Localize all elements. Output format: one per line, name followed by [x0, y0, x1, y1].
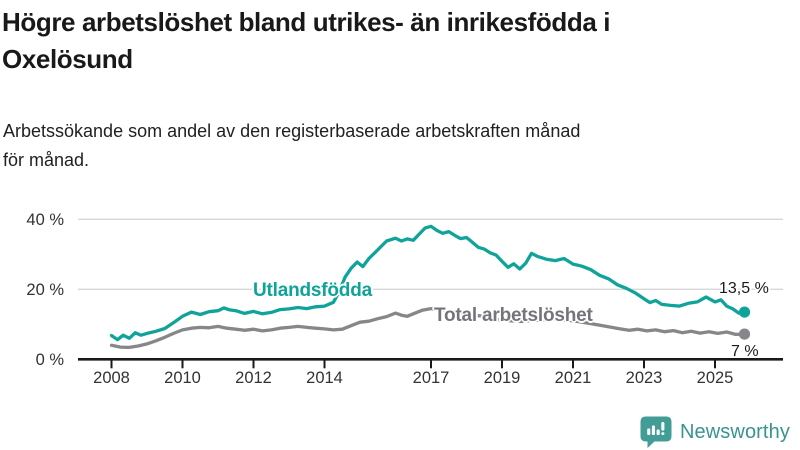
newsworthy-wordmark[interactable]: Newsworthy	[680, 420, 790, 443]
page-title: Högre arbetslöshet bland utrikes- än inr…	[2, 4, 798, 78]
y-axis-label-40: 40 %	[26, 211, 64, 229]
newsworthy-branding[interactable]: Newsworthy	[639, 415, 790, 449]
y-axis-label-0: 0 %	[36, 351, 65, 369]
series-label-total-arbetsloshet: Total arbetslöshet	[434, 305, 593, 326]
series-line-total-arbetsloshet	[109, 306, 747, 350]
chart-subtitle-line2: för månad.	[3, 150, 90, 170]
x-axis-label-2019: 2019	[484, 369, 521, 387]
end-dot-total-arbetsloshet	[738, 328, 751, 340]
x-axis-label-2017: 2017	[413, 369, 450, 387]
chart-subtitle-line1: Arbetssökande som andel av den registerb…	[3, 121, 581, 141]
y-axis-label-20: 20 %	[26, 281, 64, 299]
end-value-label-utlandsfodda: 13,5 %	[719, 280, 769, 297]
series-line-utlandsfodda	[109, 224, 747, 342]
page-title-line2: Oxelösund	[2, 44, 133, 74]
x-axis-label-2014: 2014	[306, 369, 343, 387]
end-value-label-total-arbetsloshet: 7 %	[731, 343, 759, 360]
page-title-line1: Högre arbetslöshet bland utrikes- än inr…	[2, 7, 611, 37]
x-axis-label-2012: 2012	[235, 369, 272, 387]
x-axis-label-2008: 2008	[93, 369, 130, 387]
chart-subtitle: Arbetssökande som andel av den registerb…	[3, 117, 793, 175]
x-axis-label-2010: 2010	[164, 369, 201, 387]
x-axis-label-2025: 2025	[697, 369, 734, 387]
end-dot-utlandsfodda	[738, 306, 751, 318]
x-axis-label-2023: 2023	[626, 369, 663, 387]
series-label-utlandsfodda: Utlandsfödda	[253, 280, 372, 301]
newsworthy-logo-icon	[639, 415, 673, 449]
x-axis-label-2021: 2021	[555, 369, 592, 387]
